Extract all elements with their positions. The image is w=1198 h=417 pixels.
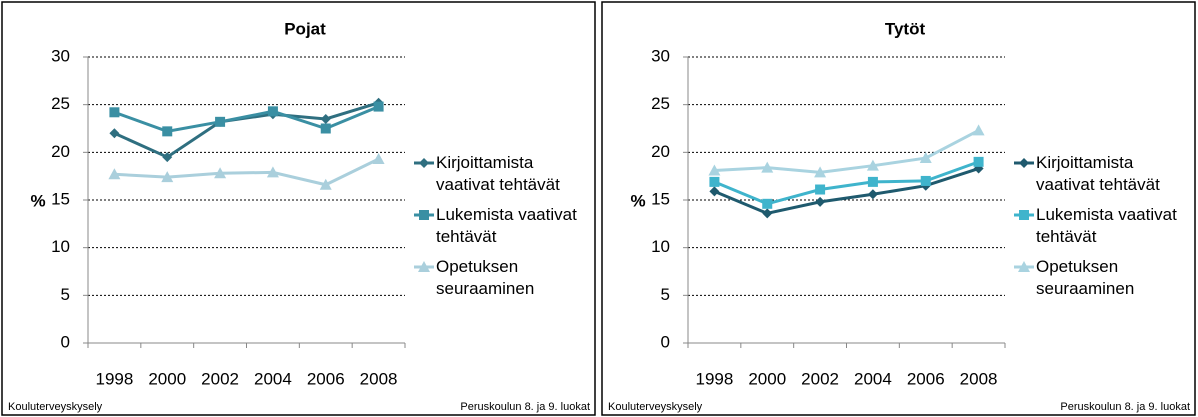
source-note: Kouluterveyskysely — [8, 401, 103, 413]
x-tick-label: 2008 — [960, 369, 998, 388]
x-tick-label: 2000 — [148, 369, 186, 388]
marker — [973, 156, 984, 167]
y-tick-label: 10 — [51, 237, 70, 256]
panel-border — [601, 1, 1196, 416]
marker — [418, 261, 430, 272]
marker — [266, 166, 279, 178]
marker — [708, 164, 721, 176]
y-tick-label: 20 — [51, 142, 70, 161]
marker — [162, 126, 173, 137]
x-tick-label: 2006 — [907, 369, 945, 388]
legend-label: Lukemista vaativat tehtävät — [1036, 205, 1177, 246]
legend-label: Lukemista vaativat tehtävät — [436, 205, 577, 246]
marker — [866, 159, 879, 171]
marker — [1019, 210, 1029, 220]
marker — [1019, 158, 1029, 168]
x-tick-label: 2004 — [254, 369, 292, 388]
marker — [109, 107, 120, 118]
marker — [319, 178, 332, 190]
series-line — [714, 129, 980, 174]
footnote: Peruskoulun 8. ja 9. luokat — [460, 401, 590, 413]
marker — [867, 189, 878, 200]
chart-panel: Pojat% 0 5 10 15 20 25 30 1998 2000 2002 2004 2006 20… — [0, 0, 598, 417]
marker — [709, 176, 720, 187]
marker — [320, 113, 331, 124]
marker — [162, 152, 173, 163]
legend-label: Kirjoittamista vaativat tehtävät — [436, 153, 560, 194]
marker — [1018, 261, 1030, 272]
x-tick-label: 2002 — [201, 369, 239, 388]
panel-border — [1, 1, 596, 416]
chart: Tytöt% 0 5 10 15 20 25 30 1998 2000 2002 2004 2006 20… — [601, 1, 1196, 416]
y-tick-label: 10 — [651, 237, 670, 256]
y-tick-label: 5 — [661, 285, 670, 304]
y-tick-label: 30 — [51, 46, 70, 65]
y-tick-label: 25 — [51, 94, 70, 113]
y-tick-label: 15 — [651, 189, 670, 208]
legend-label: Opetuksen seuraaminen — [436, 257, 535, 298]
marker — [108, 168, 121, 180]
chart-title: Pojat — [284, 19, 326, 38]
marker — [761, 161, 774, 173]
marker — [815, 196, 826, 207]
source-note: Kouluterveyskysely — [608, 401, 703, 413]
x-tick-label: 2008 — [360, 369, 398, 388]
marker — [320, 123, 331, 134]
y-axis-label: % — [630, 191, 645, 210]
x-tick-label: 2004 — [854, 369, 892, 388]
marker — [372, 153, 385, 165]
series-line — [713, 167, 980, 215]
marker — [109, 128, 120, 139]
marker — [267, 106, 278, 117]
footnote: Peruskoulun 8. ja 9. luokat — [1060, 401, 1190, 413]
legend-label: Kirjoittamista vaativat tehtävät — [1036, 153, 1160, 194]
chart-title: Tytöt — [885, 19, 926, 38]
marker — [919, 152, 932, 164]
marker — [920, 175, 931, 186]
marker — [867, 176, 878, 187]
series-line — [113, 101, 380, 159]
legend-label: Opetuksen seuraaminen — [1036, 257, 1135, 298]
y-tick-label: 5 — [61, 285, 70, 304]
y-tick-label: 30 — [651, 46, 670, 65]
marker — [161, 171, 174, 183]
marker — [419, 158, 429, 168]
y-tick-label: 20 — [651, 142, 670, 161]
x-tick-label: 2000 — [748, 369, 786, 388]
chart: Pojat% 0 5 10 15 20 25 30 1998 2000 2002 2004 2006 20… — [1, 1, 596, 416]
marker — [815, 184, 826, 195]
marker — [972, 124, 985, 136]
x-tick-label: 2002 — [801, 369, 839, 388]
y-tick-label: 0 — [661, 332, 670, 351]
x-tick-label: 2006 — [307, 369, 345, 388]
marker — [214, 167, 227, 179]
marker — [419, 210, 429, 220]
marker — [215, 116, 226, 127]
chart-panel: Tytöt% 0 5 10 15 20 25 30 1998 2000 2002 2004 2006 20… — [600, 0, 1198, 417]
marker — [762, 198, 773, 209]
y-tick-label: 0 — [61, 332, 70, 351]
marker — [762, 208, 773, 219]
x-tick-label: 1998 — [96, 369, 134, 388]
marker — [373, 101, 384, 112]
marker — [709, 186, 720, 197]
series-line — [114, 157, 380, 187]
x-tick-label: 1998 — [696, 369, 734, 388]
marker — [814, 166, 827, 178]
series-line — [713, 160, 980, 206]
series-line — [113, 105, 380, 133]
y-axis-label: % — [30, 191, 45, 210]
y-tick-label: 25 — [651, 94, 670, 113]
y-tick-label: 15 — [51, 189, 70, 208]
